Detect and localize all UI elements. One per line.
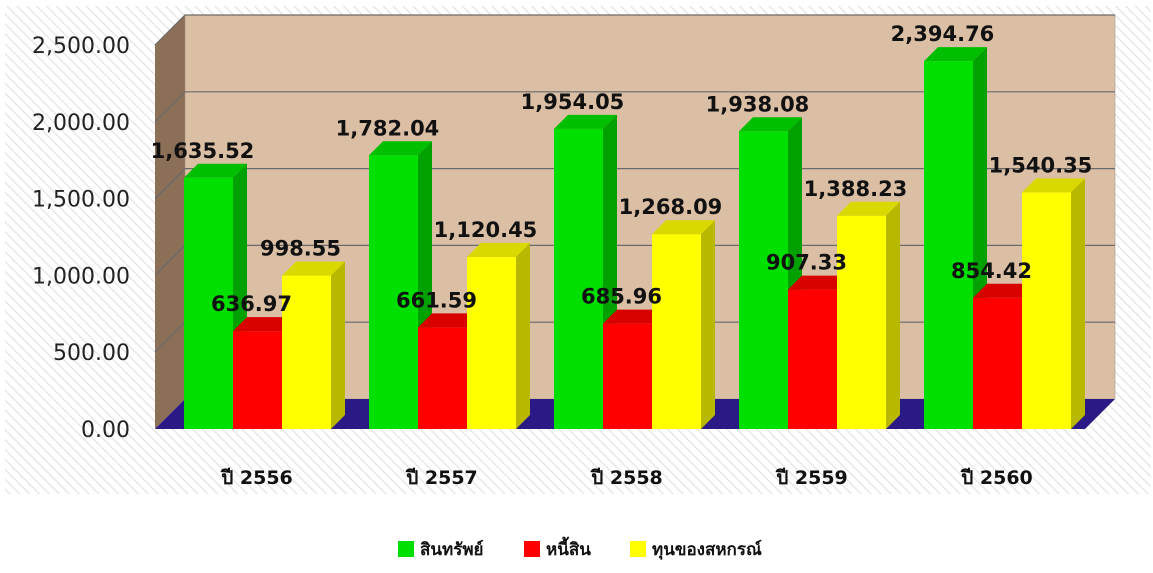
bar-front xyxy=(282,275,331,429)
bar-top xyxy=(467,242,530,257)
y-tick-label: 2,500.00 xyxy=(32,34,130,59)
bar-top xyxy=(418,313,481,328)
bar-top xyxy=(973,283,1036,298)
bar-front xyxy=(554,128,603,430)
bar-2-3 xyxy=(837,201,900,429)
data-label: 1,268.09 xyxy=(619,195,723,219)
bar-2-1 xyxy=(467,242,530,429)
x-tick-label: ปี 2558 xyxy=(590,467,662,489)
data-label: 2,394.76 xyxy=(891,22,995,46)
bar-front xyxy=(467,256,516,429)
y-tick-label: 500.00 xyxy=(53,341,130,366)
legend-label: ทุนของสหกรณ์ xyxy=(652,539,762,560)
data-label: 1,938.08 xyxy=(706,92,810,116)
x-tick-label: ปี 2559 xyxy=(775,467,847,489)
legend-swatch xyxy=(398,541,414,557)
data-label: 907.33 xyxy=(766,251,847,275)
bar-top xyxy=(369,141,432,156)
bar-front xyxy=(973,297,1022,429)
bar-front xyxy=(837,215,886,429)
bar-front xyxy=(603,323,652,429)
x-tick-label: ปี 2556 xyxy=(220,467,292,489)
data-label: 636.97 xyxy=(211,292,292,316)
data-label: 661.59 xyxy=(396,288,477,312)
legend-label: สินทรัพย์ xyxy=(420,539,484,560)
bar-top xyxy=(652,220,715,235)
data-label: 854.42 xyxy=(951,259,1032,283)
bar-side xyxy=(701,220,715,429)
bar-front xyxy=(369,155,418,429)
bar-2-2 xyxy=(652,220,715,429)
gridline xyxy=(154,168,1115,200)
gridline xyxy=(154,14,1115,46)
bar-front xyxy=(233,331,282,429)
data-labels: 1,635.52 636.97 998.55 1,782.04 661.59 1,120.… xyxy=(151,22,1093,316)
y-tick-label: 1,500.00 xyxy=(32,188,130,213)
data-label: 1,635.52 xyxy=(151,139,255,163)
x-tick-label: ปี 2560 xyxy=(960,467,1032,489)
bar-top xyxy=(282,261,345,276)
bar-top xyxy=(924,47,987,62)
bar-side xyxy=(886,201,900,429)
bar-side xyxy=(516,242,530,429)
bar-front xyxy=(924,61,973,430)
bar-front xyxy=(788,289,837,429)
bar-front xyxy=(184,177,233,429)
bar-2-4 xyxy=(1022,178,1085,429)
bar-side xyxy=(1071,178,1085,429)
data-label: 1,954.05 xyxy=(521,90,625,114)
x-tick-label: ปี 2557 xyxy=(405,467,477,489)
y-tick-label: 1,000.00 xyxy=(32,264,130,289)
bar-top xyxy=(603,309,666,324)
y-tick-label: 0.00 xyxy=(81,418,130,443)
bar-top xyxy=(184,163,247,178)
bar-top xyxy=(837,201,900,216)
bar-front xyxy=(652,234,701,429)
bar-side xyxy=(331,261,345,429)
legend: สินทรัพย์ หนี้สิน ทุนของสหกรณ์ xyxy=(398,536,762,560)
bar-top xyxy=(233,317,296,332)
data-label: 1,120.45 xyxy=(434,218,538,242)
gridline xyxy=(154,91,1115,123)
data-label: 998.55 xyxy=(260,237,341,261)
bar-front xyxy=(1022,192,1071,429)
bar-top xyxy=(1022,178,1085,193)
bars xyxy=(184,47,1085,430)
bar-top xyxy=(739,117,802,132)
bar-top xyxy=(554,114,617,129)
data-label: 685.96 xyxy=(581,285,662,309)
bar-0-3 xyxy=(739,117,802,429)
data-label: 1,782.04 xyxy=(336,116,440,140)
legend-swatch xyxy=(630,541,646,557)
bar-front xyxy=(418,327,467,429)
bar-top xyxy=(788,275,851,290)
side-wall xyxy=(155,15,185,429)
data-label: 1,388.23 xyxy=(804,177,908,201)
legend-swatch xyxy=(524,541,540,557)
y-tick-label: 2,000.00 xyxy=(32,111,130,136)
legend-label: หนี้สิน xyxy=(546,536,591,560)
bar-2-0 xyxy=(282,261,345,429)
bar-front xyxy=(739,131,788,429)
data-label: 1,540.35 xyxy=(989,153,1093,177)
